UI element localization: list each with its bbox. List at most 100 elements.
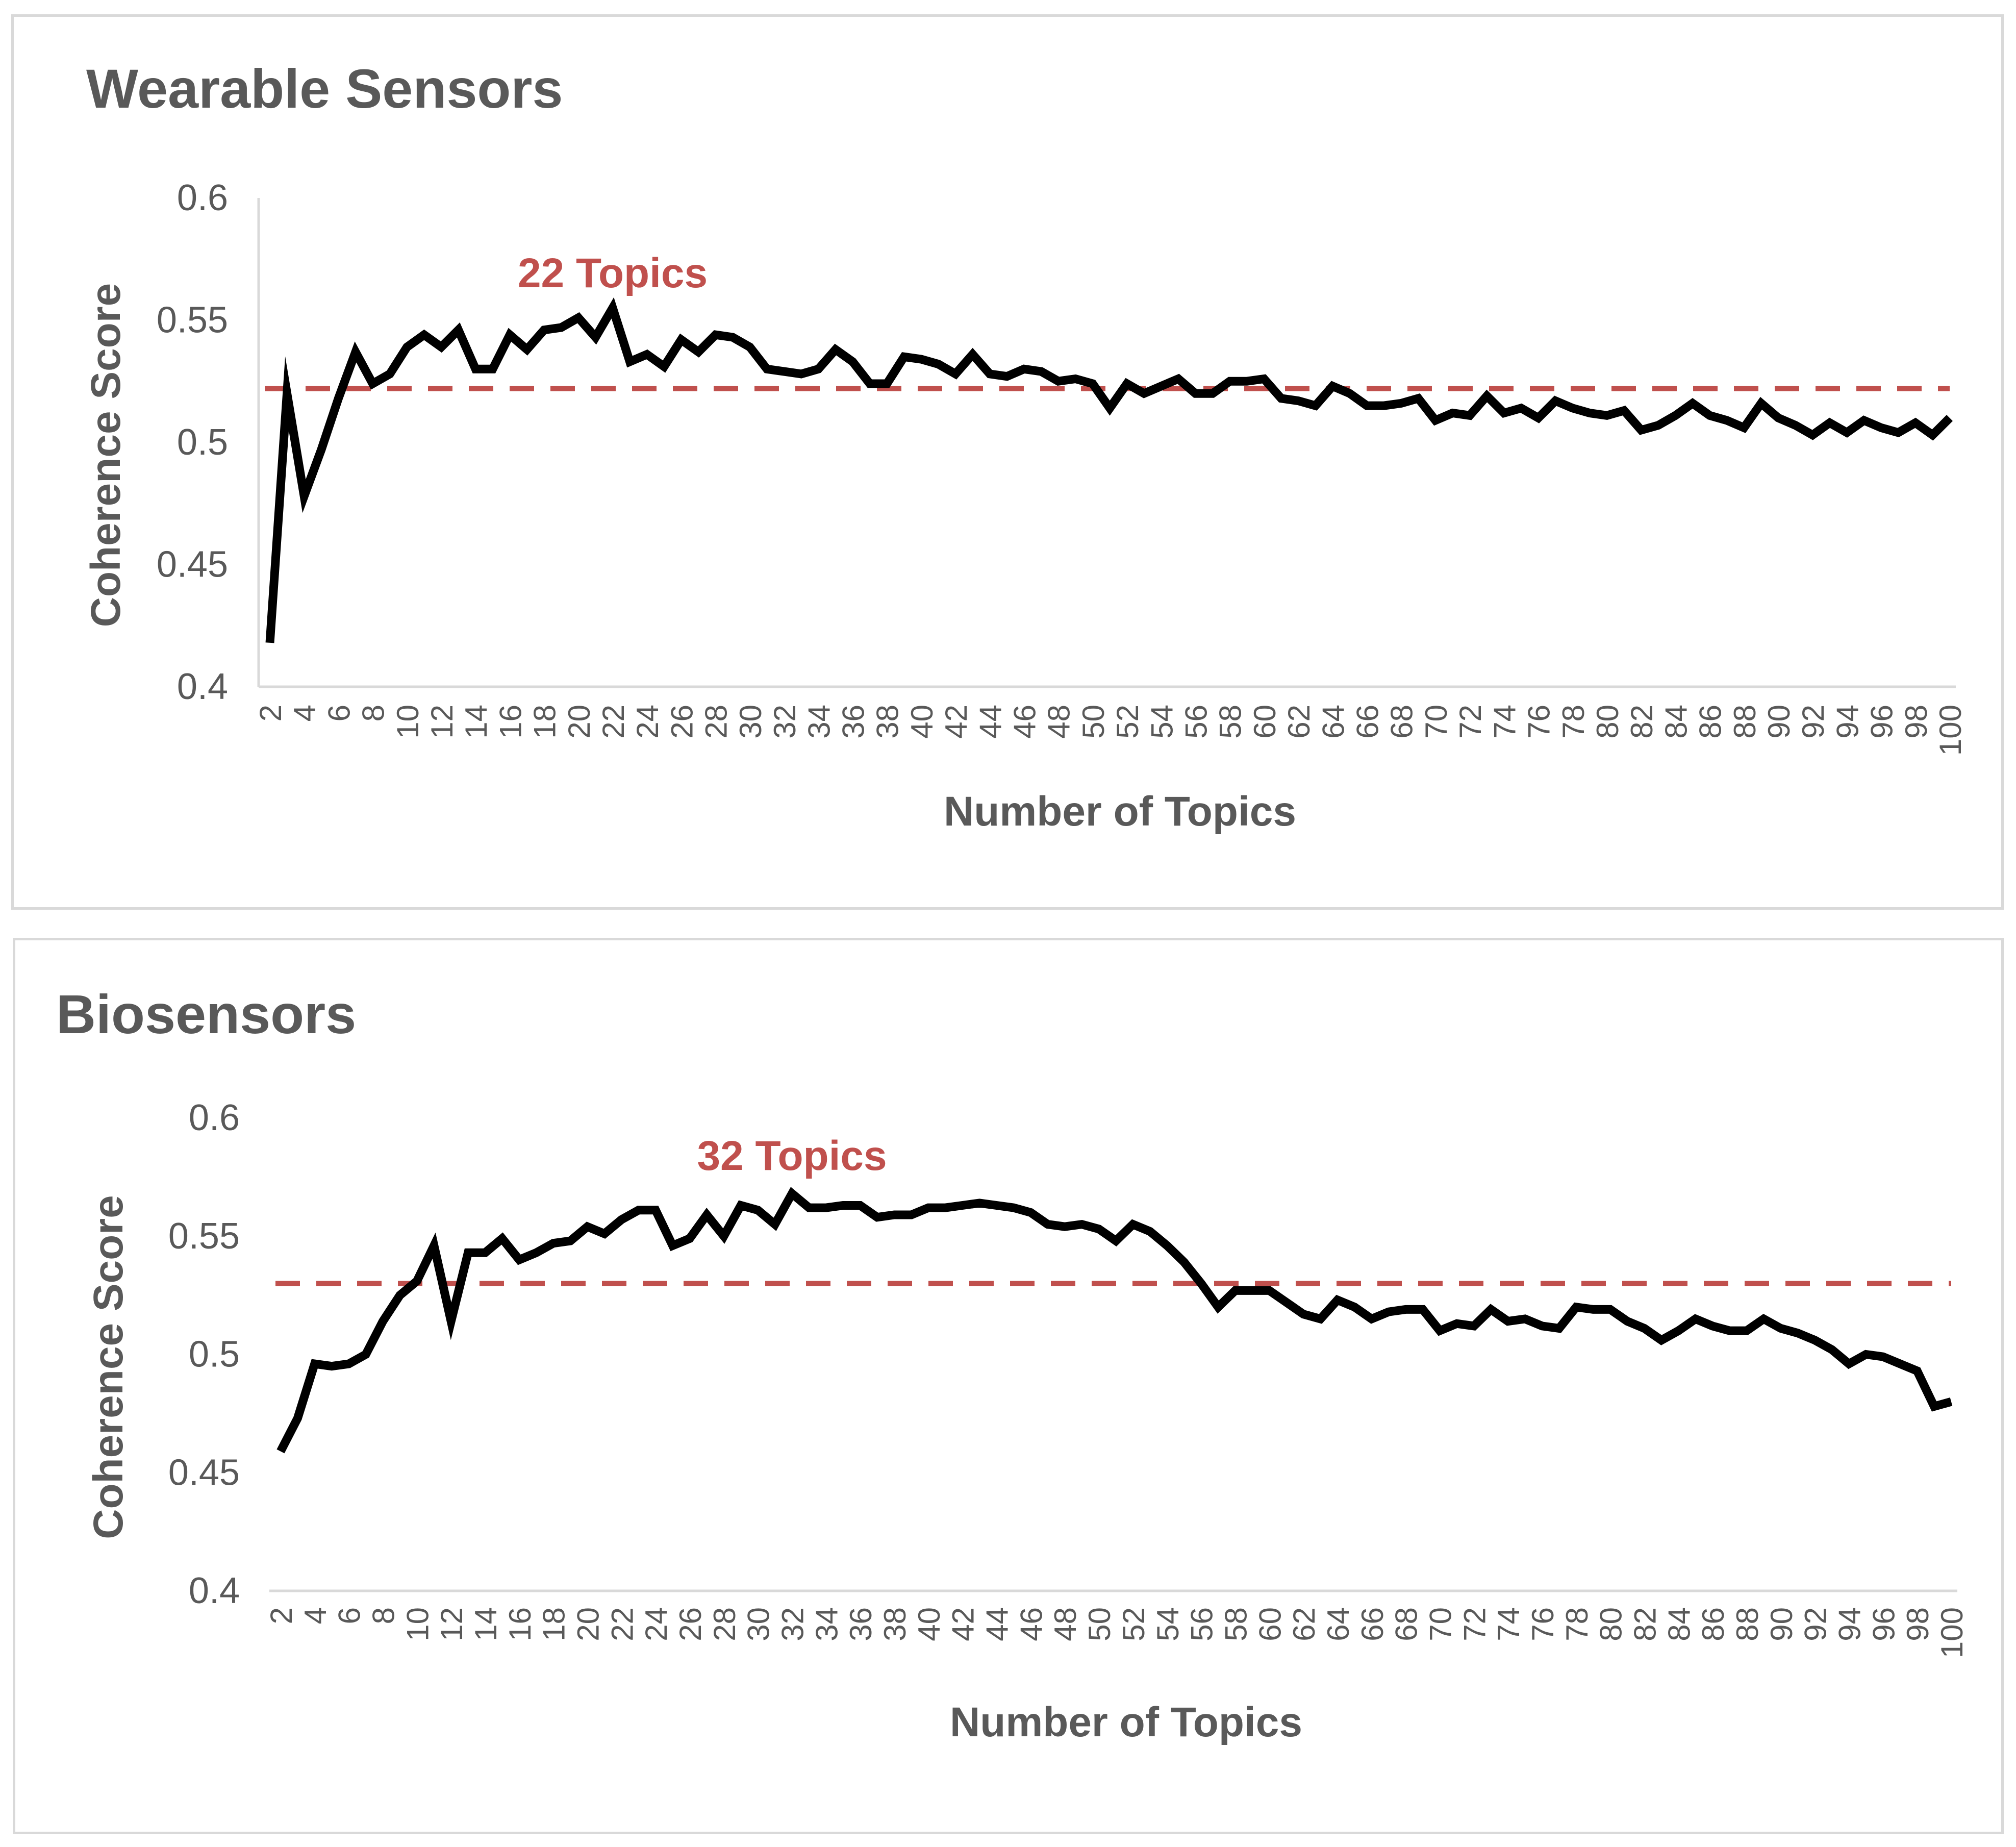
x-tick-label: 12	[425, 705, 459, 739]
x-tick-label: 28	[699, 705, 734, 739]
x-tick-label: 6	[322, 705, 356, 721]
x-tick-label: 32	[768, 705, 802, 739]
x-tick-label: 30	[742, 1607, 776, 1641]
x-tick-label: 74	[1488, 705, 1522, 739]
line-chart-biosensors: 0.40.450.50.550.62 4 6 8 10 12 14 16 18 20 22 24 26 2…	[85, 1097, 1969, 1745]
x-tick-label: 42	[946, 1607, 980, 1641]
x-tick-label: 18	[528, 705, 562, 739]
x-tick-label: 46	[1007, 705, 1042, 739]
x-tick-label: 26	[673, 1607, 708, 1641]
x-tick-label: 82	[1625, 705, 1659, 739]
y-tick-label: 0.55	[168, 1216, 240, 1257]
x-tick-label: 24	[631, 705, 665, 739]
x-tick-label: 96	[1867, 1607, 1901, 1641]
x-tick-label: 58	[1219, 1607, 1253, 1641]
x-tick-label: 68	[1390, 1607, 1424, 1641]
x-tick-label: 92	[1796, 705, 1830, 739]
x-tick-label: 36	[836, 705, 870, 739]
x-tick-label: 18	[537, 1607, 571, 1641]
x-tick-label: 72	[1457, 1607, 1492, 1641]
series-line	[265, 297, 1953, 643]
x-tick-label: 44	[973, 705, 1007, 739]
x-tick-label: 16	[503, 1607, 537, 1641]
y-tick-label: 0.55	[157, 300, 228, 341]
x-tick-label: 90	[1765, 1607, 1799, 1641]
x-tick-label: 88	[1730, 1607, 1765, 1641]
x-tick-label: 14	[459, 705, 493, 739]
x-tick-label: 78	[1560, 1607, 1594, 1641]
x-axis-title: Number of Topics	[944, 788, 1296, 835]
x-tick-label: 100	[1935, 1607, 1969, 1658]
series-line	[276, 1187, 1953, 1454]
chart-title: Biosensors	[56, 983, 357, 1045]
x-tick-label: 34	[802, 705, 836, 739]
x-tick-label: 90	[1762, 705, 1796, 739]
x-tick-label: 62	[1282, 705, 1316, 739]
x-tick-label: 72	[1453, 705, 1488, 739]
x-tick-label: 54	[1151, 1607, 1185, 1641]
x-tick-label: 10	[391, 705, 425, 739]
x-tick-label: 70	[1419, 705, 1453, 739]
x-tick-label: 58	[1214, 705, 1248, 739]
x-tick-label: 20	[562, 705, 596, 739]
x-tick-label: 50	[1076, 705, 1111, 739]
x-tick-label: 64	[1321, 1607, 1355, 1641]
x-tick-label: 42	[939, 705, 973, 739]
x-tick-label: 2	[254, 705, 288, 721]
x-tick-label: 80	[1594, 1607, 1628, 1641]
x-axis-title: Number of Topics	[950, 1699, 1302, 1745]
x-tick-label: 52	[1117, 1607, 1151, 1641]
x-tick-label: 34	[810, 1607, 844, 1641]
x-tick-label: 8	[367, 1607, 401, 1624]
x-tick-label: 4	[298, 1607, 333, 1624]
optimal-topics-annotation: 22 Topics	[518, 250, 708, 296]
chart-panel-biosensors: Biosensors 0.4 0.45 0.5 0.55 0.6 2 4 6 8 10 12 14 16…	[13, 938, 2004, 1834]
x-tick-label: 52	[1111, 705, 1145, 739]
x-tick-label: 70	[1423, 1607, 1457, 1641]
x-tick-label: 4	[288, 705, 322, 721]
x-tick-label: 26	[665, 705, 699, 739]
x-tick-label: 56	[1185, 1607, 1219, 1641]
x-tick-label: 84	[1659, 705, 1693, 739]
x-tick-label: 40	[905, 705, 939, 739]
x-tick-label: 68	[1385, 705, 1419, 739]
x-tick-label: 22	[605, 1607, 639, 1641]
y-tick-label: 0.45	[168, 1452, 240, 1493]
y-axis-title: Coherence Score	[83, 283, 129, 628]
x-tick-label: 48	[1048, 1607, 1082, 1641]
x-tick-label: 20	[571, 1607, 606, 1641]
x-tick-label: 92	[1799, 1607, 1833, 1641]
x-tick-label: 82	[1628, 1607, 1662, 1641]
x-tick-label: 86	[1694, 705, 1728, 739]
x-tick-label: 76	[1522, 705, 1556, 739]
y-tick-label: 0.6	[189, 1097, 240, 1138]
x-tick-label: 88	[1728, 705, 1762, 739]
y-tick-label: 0.4	[177, 666, 228, 707]
x-tick-label: 38	[878, 1607, 912, 1641]
x-tick-label: 32	[776, 1607, 810, 1641]
x-tick-label: 86	[1696, 1607, 1730, 1641]
y-tick-label: 0.6	[177, 178, 228, 218]
x-tick-label: 28	[708, 1607, 742, 1641]
y-tick-label: 0.45	[157, 544, 228, 585]
x-tick-label: 12	[435, 1607, 469, 1641]
x-tick-label: 66	[1355, 1607, 1390, 1641]
y-tick-label: 0.5	[189, 1334, 240, 1375]
x-tick-label: 56	[1179, 705, 1214, 739]
x-tick-label: 40	[912, 1607, 946, 1641]
y-tick-label: 0.4	[189, 1570, 240, 1611]
x-tick-label: 94	[1830, 705, 1864, 739]
optimal-topics-annotation: 32 Topics	[697, 1133, 887, 1179]
x-tick-label: 80	[1591, 705, 1625, 739]
x-tick-label: 48	[1042, 705, 1076, 739]
y-axis-title: Coherence Score	[85, 1195, 132, 1539]
x-tick-label: 6	[333, 1607, 367, 1624]
x-tick-label: 84	[1662, 1607, 1696, 1641]
x-tick-label: 66	[1351, 705, 1385, 739]
x-tick-label: 94	[1832, 1607, 1867, 1641]
x-tick-label: 98	[1899, 705, 1933, 739]
x-tick-label: 54	[1145, 705, 1179, 739]
x-tick-label: 98	[1901, 1607, 1935, 1641]
x-tick-label: 62	[1287, 1607, 1321, 1641]
line-chart-wearable-sensors: 0.40.450.50.550.62 4 6 8 10 12 14 16 18 20 22 24 26 2…	[83, 178, 1968, 835]
